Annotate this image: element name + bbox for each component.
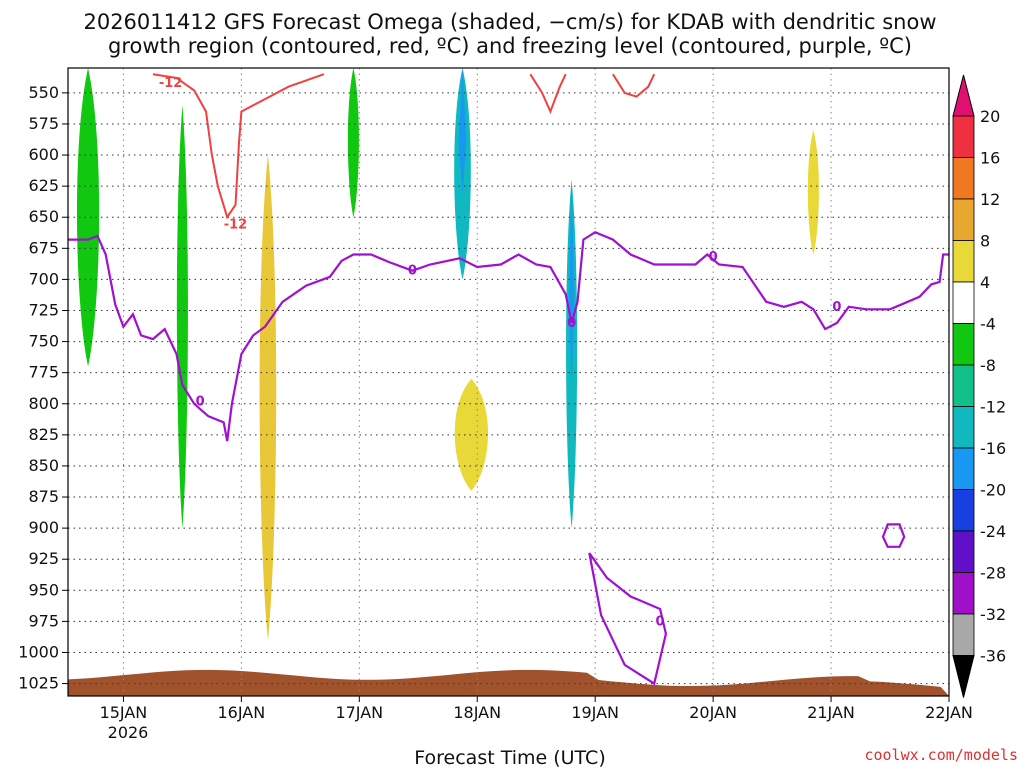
freezing-level-label: 0 [656, 614, 665, 629]
colorbar-label: -12 [980, 398, 1006, 417]
colorbar-bin [952, 364, 975, 407]
x-tick-label: 22JAN [925, 703, 973, 722]
dgz-minus12-upper-contour [612, 73, 656, 98]
omega-feature-upward [176, 105, 188, 529]
y-tick-label: 1000 [18, 642, 59, 661]
colorbar-label: -28 [980, 564, 1006, 583]
chart-title-line-1: 2026011412 GFS Forecast Omega (shaded, −… [83, 10, 936, 34]
colorbar: 20 16 12 8 4 -4 -8 -12 -16 -20 -24 -28 -32 -36 [952, 74, 1006, 698]
colorbar-bottom-arrow [952, 655, 975, 698]
colorbar-label: -16 [980, 439, 1006, 458]
omega-feature-upward [347, 68, 359, 218]
y-tick-label: 650 [28, 207, 59, 226]
omega-feature-downward [807, 130, 819, 255]
chart-title-line-2: growth region (contoured, red, ºC) and f… [108, 34, 912, 58]
colorbar-label: 20 [980, 107, 1000, 126]
y-tick-label: 925 [28, 549, 59, 568]
freezing-level-label: 0 [832, 300, 841, 315]
colorbar-label: 16 [980, 149, 1000, 168]
omega-feature-downward [454, 378, 488, 491]
freezing-level-contour [68, 230, 949, 442]
freezing-level-label: 0 [196, 394, 205, 409]
y-tick-label: 950 [28, 580, 59, 599]
plot-frame [67, 67, 950, 697]
y-tick-label: 625 [28, 176, 59, 195]
plot-area: 0 0 0 0 0 0 -12 -12 [67, 67, 950, 697]
colorbar-label: 8 [980, 232, 990, 251]
omega-feature-core [458, 68, 467, 195]
colorbar-bin [952, 240, 975, 283]
x-tick-label: 18JAN [453, 703, 501, 722]
y-tick-label: 825 [28, 425, 59, 444]
dgz-minus12-label: -12 [159, 76, 183, 91]
colorbar-label: -32 [980, 605, 1006, 624]
x-axis: 15JAN 16JAN 17JAN 18JAN 19JAN 20JAN 21JAN 22JAN [100, 696, 973, 722]
colorbar-label: -24 [980, 522, 1006, 541]
colorbar-label: 12 [980, 190, 1000, 209]
colorbar-bin [952, 613, 975, 656]
colorbar-bin [952, 406, 975, 449]
ground-fill [68, 669, 949, 696]
dgz-minus12-upper-contour [529, 73, 567, 115]
ground-layer [68, 669, 949, 696]
x-tick-label: 15JAN [100, 703, 148, 722]
colorbar-label: -36 [980, 647, 1006, 666]
x-tick-label: 20JAN [689, 703, 737, 722]
y-tick-label: 600 [28, 145, 59, 164]
colorbar-bin [952, 115, 975, 158]
x-tick-label: 19JAN [571, 703, 619, 722]
colorbar-bin [952, 323, 975, 366]
colorbar-label: -20 [980, 481, 1006, 500]
colorbar-label: 4 [980, 273, 990, 292]
y-tick-label: 775 [28, 363, 59, 382]
dgz-minus12-label: -12 [224, 218, 248, 233]
colorbar-label: -8 [980, 356, 996, 375]
dgz-minus12-contour [152, 73, 325, 220]
credit-text: coolwx.com/models [864, 746, 1018, 764]
x-tick-label: 17JAN [335, 703, 383, 722]
colorbar-bin [952, 198, 975, 241]
colorbar-bin [952, 489, 975, 532]
colorbar-bin [952, 447, 975, 490]
freezing-level-label: 0 [709, 250, 718, 265]
x-tick-label: 21JAN [807, 703, 855, 722]
omega-feature-core [569, 179, 575, 389]
y-tick-label: 900 [28, 518, 59, 537]
omega-shading-layer [76, 68, 819, 641]
omega-feature-downward [259, 155, 277, 641]
freezing-level-secondary-contour [588, 552, 668, 686]
colorbar-bin [952, 157, 975, 200]
y-tick-label: 700 [28, 269, 59, 288]
x-axis-year-label: 2026 [108, 723, 149, 742]
y-tick-label: 1025 [18, 674, 59, 693]
x-tick-label: 16JAN [218, 703, 266, 722]
y-tick-label: 850 [28, 456, 59, 475]
colorbar-label: -4 [980, 315, 996, 334]
omega-feature-upward [76, 68, 100, 367]
y-tick-label: 550 [28, 83, 59, 102]
y-tick-label: 575 [28, 114, 59, 133]
y-tick-label: 975 [28, 611, 59, 630]
freezing-level-label: 0 [567, 316, 576, 331]
contour-layer: 0 0 0 0 0 0 -12 -12 [68, 73, 949, 686]
freezing-level-label: 0 [408, 264, 417, 279]
grid-layer [68, 68, 950, 696]
y-tick-label: 725 [28, 300, 59, 319]
colorbar-bin [952, 572, 975, 615]
colorbar-bin [952, 530, 975, 573]
y-tick-label: 800 [28, 394, 59, 413]
freezing-level-secondary-contour [881, 523, 906, 548]
y-tick-label: 750 [28, 332, 59, 351]
y-axis: 550 575 600 625 650 675 700 725 750 775 800 825 850 8… [18, 83, 68, 693]
colorbar-bin [952, 281, 975, 324]
y-tick-label: 875 [28, 487, 59, 506]
x-axis-title: Forecast Time (UTC) [414, 747, 605, 768]
y-tick-label: 675 [28, 238, 59, 257]
